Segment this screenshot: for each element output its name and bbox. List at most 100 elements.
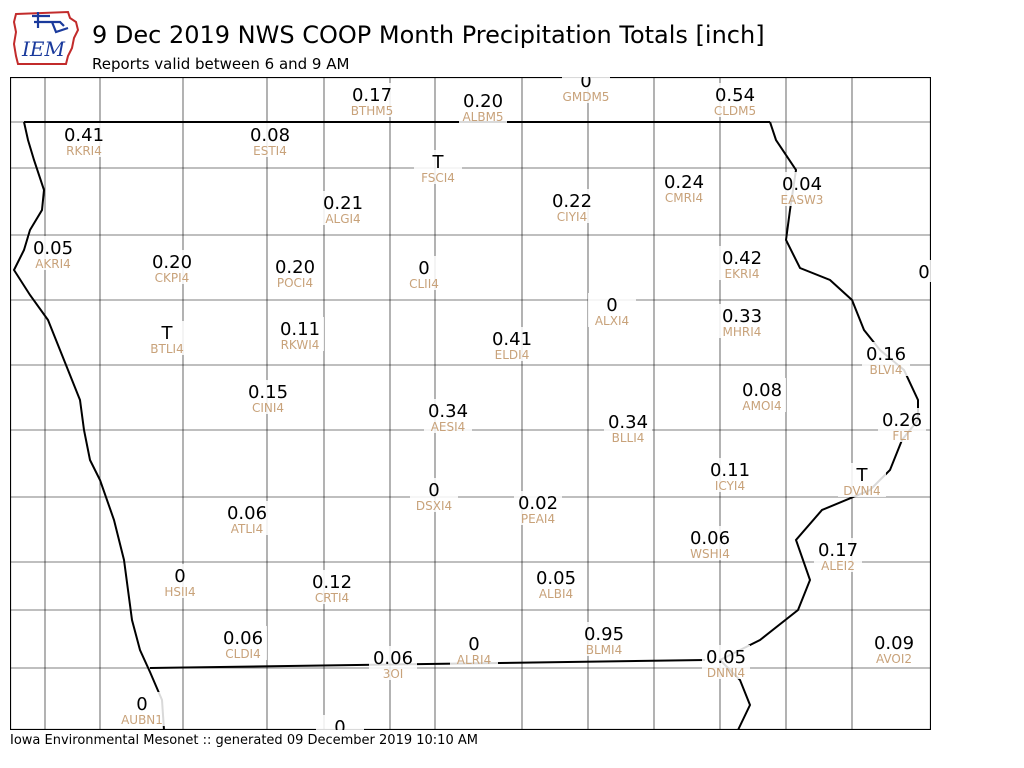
precip-value: 0 xyxy=(580,77,591,92)
station-id: AESI4 xyxy=(431,420,466,434)
station-id: FLT xyxy=(892,429,912,443)
station-id: POCI4 xyxy=(277,276,313,290)
station-label-bg xyxy=(718,304,766,338)
precip-value: 0.42 xyxy=(722,248,762,269)
station-label-bg xyxy=(60,123,108,157)
station-id: ALEI2 xyxy=(821,559,855,573)
station-label-bg xyxy=(244,380,292,414)
station-id: CLII4 xyxy=(409,277,439,291)
precip-value: T xyxy=(432,152,445,173)
precip-value: 0 xyxy=(606,295,617,316)
station-label-bg xyxy=(319,191,367,225)
station-label-bg xyxy=(148,250,196,284)
iowa-south-border xyxy=(149,659,706,669)
station-label-bg xyxy=(219,626,267,660)
precip-value: 0.17 xyxy=(818,540,858,561)
station-label-bg xyxy=(686,526,734,560)
station-id: EASW3 xyxy=(781,193,824,207)
precip-value: 0.20 xyxy=(463,91,503,112)
station-label-bg xyxy=(410,478,458,512)
station-id: AUBN1 xyxy=(121,713,163,727)
precip-value: 0.34 xyxy=(428,401,468,422)
page-title: 9 Dec 2019 NWS COOP Month Precipitation … xyxy=(92,21,765,49)
precip-value: 0.11 xyxy=(280,319,320,340)
precip-value: 0.06 xyxy=(227,503,267,524)
station-id: ICYI4 xyxy=(715,479,745,493)
precip-value: 0.16 xyxy=(866,344,906,365)
station-id: ESTI4 xyxy=(253,144,287,158)
station-id: CMRI4 xyxy=(665,191,703,205)
precip-value: 0.20 xyxy=(152,252,192,273)
station-label-bg xyxy=(900,260,931,282)
station-label-bg xyxy=(118,692,166,726)
precip-value: 0.08 xyxy=(742,380,782,401)
station-id: BLMI4 xyxy=(586,643,622,657)
iem-logo: IEM xyxy=(12,10,80,65)
precip-value: 0.05 xyxy=(536,568,576,589)
station-label-bg xyxy=(532,566,580,600)
station-label-bg xyxy=(414,150,462,184)
precip-value: 0.04 xyxy=(782,174,822,195)
precip-value: 0.09 xyxy=(874,633,914,654)
precip-value: 0.11 xyxy=(710,460,750,481)
station-marker: 0 xyxy=(900,260,931,283)
precip-value: 0.54 xyxy=(715,85,755,106)
station-id: CKPI4 xyxy=(155,271,190,285)
station-id: ALGI4 xyxy=(325,212,360,226)
station-label-bg xyxy=(488,327,536,361)
precip-value: 0.41 xyxy=(64,125,104,146)
station-id: DNNI4 xyxy=(707,666,745,680)
precip-value: 0.26 xyxy=(882,410,922,431)
station-label-bg xyxy=(143,321,191,355)
station-id: CRTI4 xyxy=(315,591,349,605)
precip-value: 0.06 xyxy=(223,628,263,649)
station-marker: 0 xyxy=(316,715,364,730)
precip-value: 0.95 xyxy=(584,624,624,645)
station-label-bg xyxy=(862,342,910,376)
station-label-bg xyxy=(706,458,754,492)
station-label-bg xyxy=(246,123,294,157)
station-label-bg xyxy=(738,378,786,412)
station-id: ALRI4 xyxy=(457,653,491,667)
precip-value: 0.12 xyxy=(312,572,352,593)
station-label-bg xyxy=(400,256,448,290)
station-label-bg xyxy=(156,564,204,598)
station-label-bg xyxy=(223,501,271,535)
station-id: CINI4 xyxy=(252,401,284,415)
station-id: WSHI4 xyxy=(690,547,730,561)
station-label-bg xyxy=(548,189,596,223)
station-id: BLVI4 xyxy=(870,363,903,377)
station-id: AMOI4 xyxy=(742,399,781,413)
precip-value: 0 xyxy=(418,258,429,279)
missouri-river-border xyxy=(12,121,165,730)
station-id: GMDM5 xyxy=(563,90,610,104)
precip-value: 0.06 xyxy=(690,528,730,549)
station-label-bg xyxy=(514,491,562,525)
footer-credit: Iowa Environmental Mesonet :: generated … xyxy=(10,733,478,748)
station-label-bg xyxy=(271,255,319,289)
station-id: FSCI4 xyxy=(421,171,455,185)
station-label-bg xyxy=(711,83,759,117)
precip-value: 0.21 xyxy=(323,193,363,214)
